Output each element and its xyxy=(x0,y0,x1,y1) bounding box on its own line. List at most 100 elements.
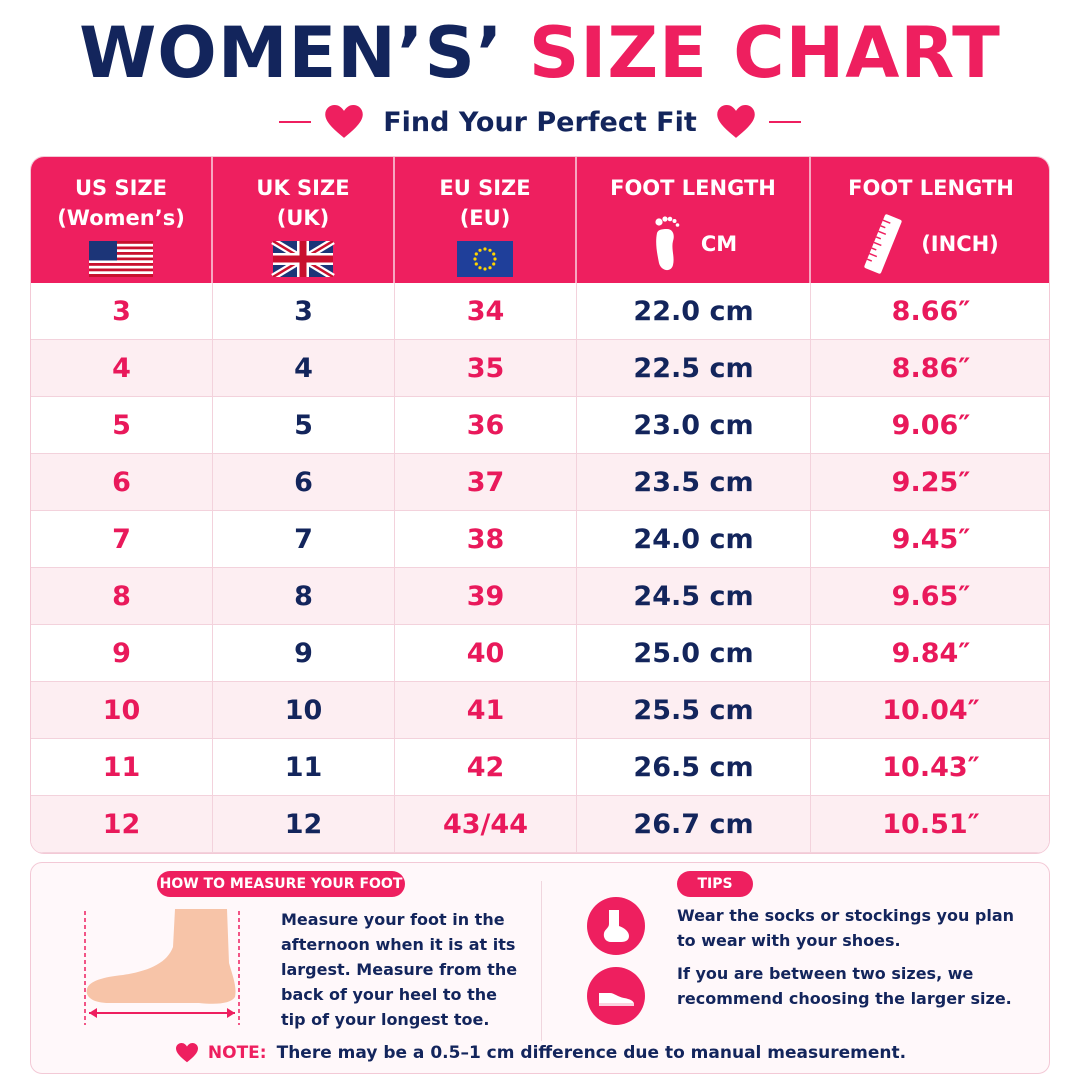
header-us: US SIZE (Women’s) xyxy=(31,157,213,283)
table-row: 5 5 36 23.0 cm 9.06″ xyxy=(31,397,1049,454)
tip-text-1: Wear the socks or stockings you plan to … xyxy=(677,906,1015,950)
subtitle-row: Find Your Perfect Fit xyxy=(0,100,1080,144)
cell-uk: 6 xyxy=(213,454,395,511)
header-uk-label: UK SIZE xyxy=(256,176,350,200)
cell-us: 8 xyxy=(31,568,213,625)
foot-illustration-icon xyxy=(84,909,240,1025)
table-row: 3 3 34 22.0 cm 8.66″ xyxy=(31,283,1049,340)
cell-inch: 8.86″ xyxy=(811,340,1049,397)
cell-us: 11 xyxy=(31,739,213,796)
cell-eu: 43/44 xyxy=(395,796,577,853)
cell-cm: 24.0 cm xyxy=(577,511,811,568)
cell-cm: 22.0 cm xyxy=(577,283,811,340)
subtitle: Find Your Perfect Fit xyxy=(383,106,697,138)
info-box: HOW TO MEASURE YOUR FOOT Measure your fo… xyxy=(30,862,1050,1074)
heart-icon xyxy=(325,105,363,138)
us-flag-icon xyxy=(89,241,153,277)
uk-flag-icon xyxy=(271,241,335,277)
cell-eu: 41 xyxy=(395,682,577,739)
table-row: 4 4 35 22.5 cm 8.86″ xyxy=(31,340,1049,397)
cell-eu: 38 xyxy=(395,511,577,568)
heart-icon xyxy=(717,105,755,138)
cell-cm: 26.7 cm xyxy=(577,796,811,853)
cell-uk: 7 xyxy=(213,511,395,568)
table-row: 12 12 43/44 26.7 cm 10.51″ xyxy=(31,796,1049,853)
cell-inch: 9.65″ xyxy=(811,568,1049,625)
cell-uk: 12 xyxy=(213,796,395,853)
cell-eu: 36 xyxy=(395,397,577,454)
tip-text-2: If you are between two sizes, we recomme… xyxy=(677,964,1012,1008)
cell-us: 4 xyxy=(31,340,213,397)
cell-us: 12 xyxy=(31,796,213,853)
header-cm-sub: CM xyxy=(700,232,738,256)
header-us-label: US SIZE xyxy=(75,176,167,200)
cell-uk: 4 xyxy=(213,340,395,397)
header-cm: FOOT LENGTH CM xyxy=(577,157,811,283)
cell-eu: 37 xyxy=(395,454,577,511)
header-eu-sub: (EU) xyxy=(459,206,511,230)
cell-eu: 42 xyxy=(395,739,577,796)
table-header: US SIZE (Women’s) UK SIZE (UK) EU SIZE xyxy=(31,157,1049,283)
cell-us: 5 xyxy=(31,397,213,454)
table-row: 7 7 38 24.0 cm 9.45″ xyxy=(31,511,1049,568)
cell-inch: 10.04″ xyxy=(811,682,1049,739)
cell-eu: 39 xyxy=(395,568,577,625)
cell-uk: 8 xyxy=(213,568,395,625)
ruler-icon xyxy=(864,214,902,274)
heart-icon xyxy=(175,1043,198,1063)
left-dash xyxy=(279,121,312,123)
cell-cm: 23.5 cm xyxy=(577,454,811,511)
cell-uk: 10 xyxy=(213,682,395,739)
cell-us: 10 xyxy=(31,682,213,739)
header-inch-sub-wrap: (INCH) xyxy=(811,213,1049,275)
note-text: There may be a 0.5–1 cm difference due t… xyxy=(276,1043,907,1063)
cell-inch: 9.06″ xyxy=(811,397,1049,454)
cell-cm: 23.0 cm xyxy=(577,397,811,454)
cell-us: 7 xyxy=(31,511,213,568)
cell-us: 6 xyxy=(31,454,213,511)
table-row: 10 10 41 25.5 cm 10.04″ xyxy=(31,682,1049,739)
title-part1: WOMEN’S’ xyxy=(79,12,504,94)
sock-icon xyxy=(587,897,645,955)
page-title: WOMEN’S’ SIZE CHART xyxy=(0,12,1080,94)
measure-text: Measure your foot in the afternoon when … xyxy=(281,910,518,1029)
header-eu: EU SIZE (EU) xyxy=(395,157,577,283)
cell-uk: 11 xyxy=(213,739,395,796)
cell-cm: 22.5 cm xyxy=(577,340,811,397)
eu-flag-icon xyxy=(457,241,513,277)
title-part2: SIZE CHART xyxy=(528,12,1001,94)
measure-heading: HOW TO MEASURE YOUR FOOT xyxy=(157,871,405,897)
divider xyxy=(541,881,542,1041)
cell-cm: 25.5 cm xyxy=(577,682,811,739)
right-dash xyxy=(768,121,801,123)
cell-eu: 40 xyxy=(395,625,577,682)
cell-uk: 3 xyxy=(213,283,395,340)
header-eu-label: EU SIZE xyxy=(439,176,531,200)
table-row: 9 9 40 25.0 cm 9.84″ xyxy=(31,625,1049,682)
cell-uk: 9 xyxy=(213,625,395,682)
size-table: US SIZE (Women’s) UK SIZE (UK) EU SIZE xyxy=(30,156,1050,854)
header-uk: UK SIZE (UK) xyxy=(213,157,395,283)
cell-cm: 26.5 cm xyxy=(577,739,811,796)
cell-cm: 24.5 cm xyxy=(577,568,811,625)
cell-eu: 34 xyxy=(395,283,577,340)
note: NOTE: There may be a 0.5–1 cm difference… xyxy=(31,1043,1051,1063)
cell-cm: 25.0 cm xyxy=(577,625,811,682)
table-row: 8 8 39 24.5 cm 9.65″ xyxy=(31,568,1049,625)
header-inch-label: FOOT LENGTH xyxy=(848,176,1014,200)
cell-inch: 9.25″ xyxy=(811,454,1049,511)
table-row: 11 11 42 26.5 cm 10.43″ xyxy=(31,739,1049,796)
cell-inch: 8.66″ xyxy=(811,283,1049,340)
tips-heading: TIPS xyxy=(677,871,753,897)
note-label: NOTE: xyxy=(207,1043,267,1063)
cell-inch: 10.43″ xyxy=(811,739,1049,796)
header-inch-sub: (INCH) xyxy=(921,232,999,256)
table-body: 3 3 34 22.0 cm 8.66″ 4 4 35 22.5 cm 8.86″ 5 5 36 23.0… xyxy=(31,283,1049,853)
cell-us: 9 xyxy=(31,625,213,682)
header-cm-label: FOOT LENGTH xyxy=(610,176,776,200)
table-row: 6 6 37 23.5 cm 9.25″ xyxy=(31,454,1049,511)
header-cm-sub-wrap: CM xyxy=(577,213,809,275)
cell-inch: 9.45″ xyxy=(811,511,1049,568)
cell-uk: 5 xyxy=(213,397,395,454)
cell-inch: 9.84″ xyxy=(811,625,1049,682)
